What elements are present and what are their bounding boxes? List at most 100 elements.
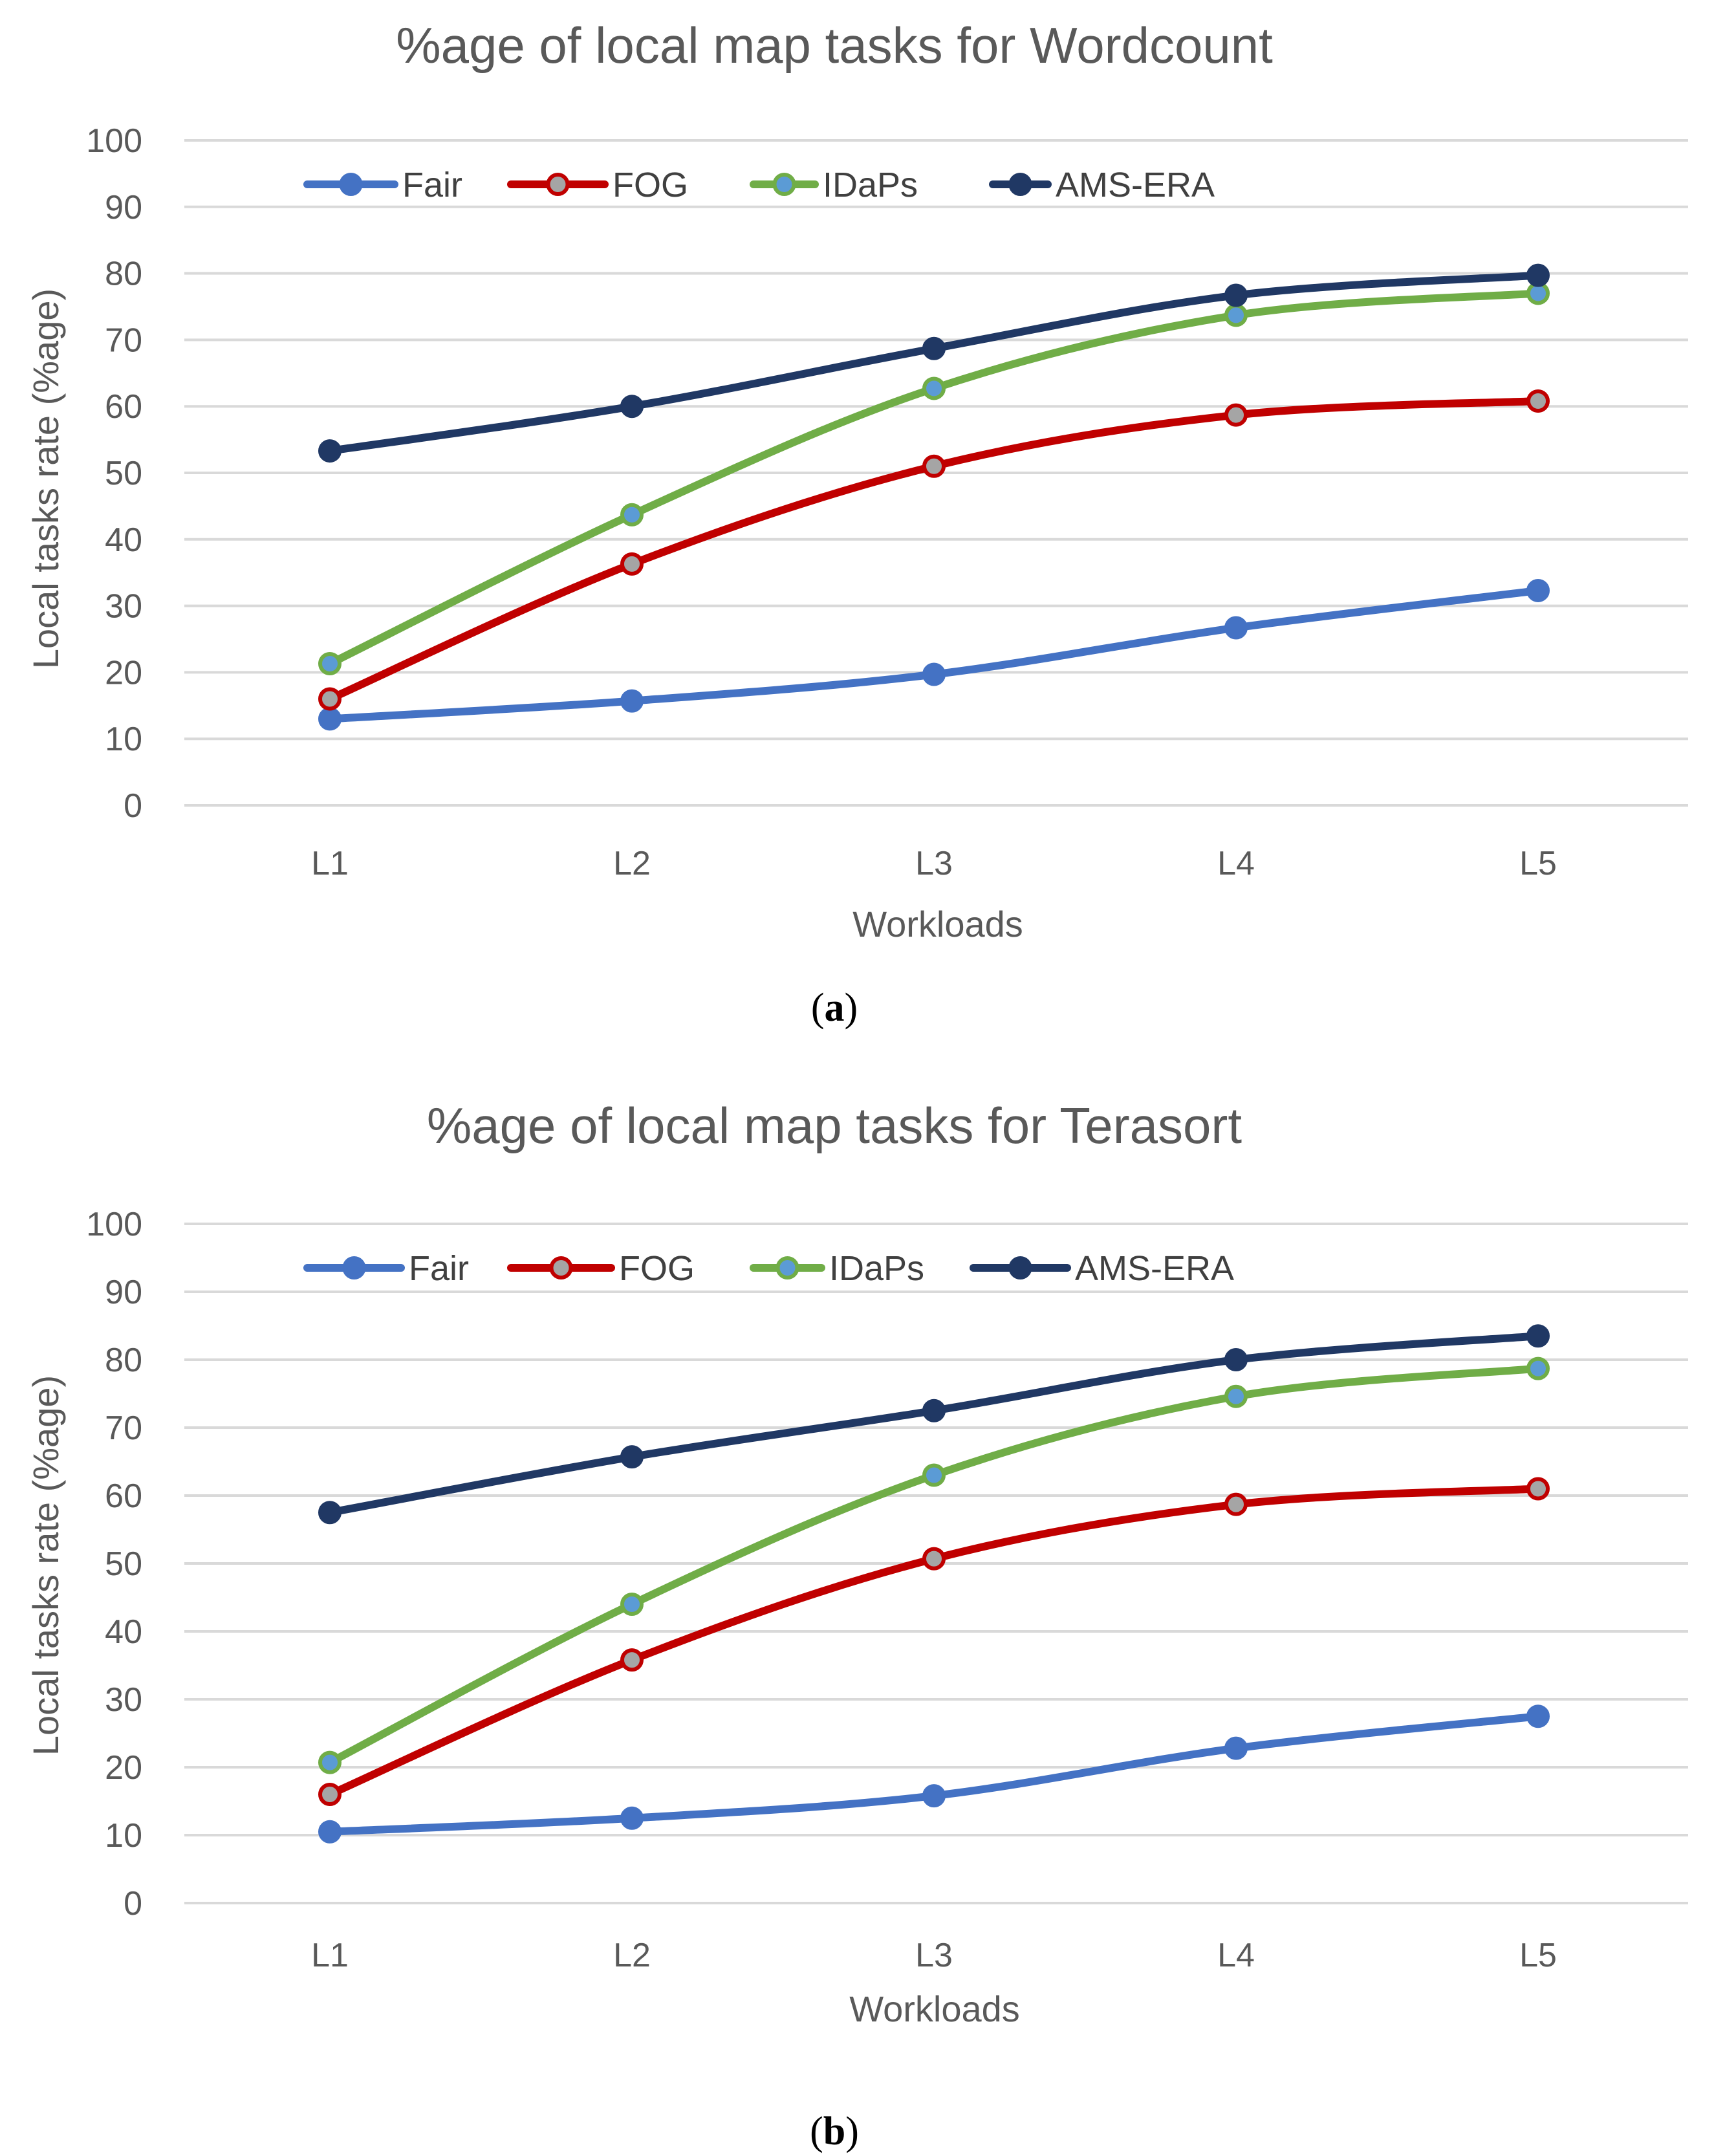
- chart-title: %age of local map tasks for Wordcount: [396, 17, 1273, 74]
- y-tick-label: 90: [105, 189, 142, 226]
- x-tick-label: L1: [311, 1937, 349, 1974]
- legend-marker-fair: [339, 173, 363, 196]
- legend-marker-idaps: [776, 1256, 799, 1279]
- y-tick-label: 10: [105, 1817, 142, 1855]
- data-point-fair: [922, 662, 946, 686]
- x-axis-label: Workloads: [849, 1988, 1020, 2029]
- data-point-fair: [1224, 1736, 1248, 1760]
- y-tick-label: 70: [105, 1410, 142, 1447]
- y-tick-label: 0: [124, 1885, 142, 1922]
- y-tick-label: 90: [105, 1274, 142, 1311]
- series-group: [318, 1324, 1550, 1844]
- data-point-fog: [1526, 389, 1550, 413]
- y-tick-label: 40: [105, 521, 142, 559]
- y-tick-label: 50: [105, 1545, 142, 1583]
- x-tick-label: L3: [915, 845, 953, 882]
- y-tick-label: 60: [105, 388, 142, 426]
- data-point-idaps: [318, 1750, 342, 1774]
- legend-label-ams-era: AMS-ERA: [1075, 1249, 1234, 1288]
- caption: (a): [811, 986, 858, 1030]
- data-point-fog: [1224, 403, 1248, 427]
- data-point-fog: [318, 1783, 342, 1806]
- legend-marker-idaps: [772, 173, 796, 196]
- data-point-fog: [318, 687, 342, 711]
- legend-marker-fog: [549, 1256, 573, 1279]
- data-point-fair: [318, 707, 342, 731]
- legend-marker-ams-era: [1008, 1256, 1032, 1279]
- y-tick-labels: 0 10 20 30 40 50 60 70 80 90 100: [86, 1206, 142, 1922]
- data-point-fair: [620, 689, 644, 713]
- x-tick-labels: L1 L2 L3 L4 L5: [311, 845, 1557, 882]
- y-tick-label: 70: [105, 321, 142, 359]
- y-tick-label: 10: [105, 721, 142, 758]
- data-point-ams-era: [318, 1501, 342, 1525]
- y-tick-label: 80: [105, 1342, 142, 1379]
- y-tick-label: 100: [86, 1206, 142, 1243]
- y-axis-label: Local tasks rate (%age): [25, 289, 66, 669]
- x-axis-label: Workloads: [852, 904, 1023, 944]
- x-tick-label: L5: [1519, 845, 1557, 882]
- data-point-fog: [1526, 1477, 1550, 1501]
- y-axis-label: Local tasks rate (%age): [25, 1375, 66, 1756]
- chart-terasort: %age of local map tasks for Terasort 0 10…: [25, 1097, 1688, 2153]
- data-point-ams-era: [922, 336, 946, 360]
- data-point-idaps: [1526, 1356, 1550, 1380]
- legend-marker-fog: [546, 173, 570, 196]
- x-tick-label: L4: [1217, 1937, 1255, 1974]
- data-point-fair: [922, 1784, 946, 1808]
- legend-label-idaps: IDaPs: [829, 1249, 924, 1288]
- data-point-idaps: [922, 376, 946, 400]
- x-tick-label: L2: [613, 845, 651, 882]
- x-tick-labels: L1 L2 L3 L4 L5: [311, 1937, 1557, 1974]
- data-point-fair: [620, 1806, 644, 1830]
- data-point-fair: [1526, 578, 1550, 602]
- data-point-idaps: [620, 1593, 644, 1616]
- x-tick-label: L4: [1217, 845, 1255, 882]
- legend-label-ams-era: AMS-ERA: [1056, 166, 1215, 204]
- data-point-idaps: [620, 503, 644, 527]
- legend: Fair FOG IDaPs AMS-ERA: [303, 1249, 1234, 1288]
- y-tick-label: 0: [124, 787, 142, 825]
- chart-title: %age of local map tasks for Terasort: [427, 1097, 1242, 1154]
- data-point-ams-era: [1526, 1324, 1550, 1348]
- x-tick-label: L3: [915, 1937, 953, 1974]
- data-point-fog: [922, 1547, 946, 1571]
- data-point-ams-era: [922, 1399, 946, 1422]
- y-tick-label: 40: [105, 1613, 142, 1651]
- data-point-fog: [620, 552, 644, 576]
- y-tick-label: 20: [105, 654, 142, 691]
- data-point-ams-era: [1526, 263, 1550, 287]
- caption: (b): [810, 2109, 859, 2153]
- x-tick-label: L5: [1519, 1937, 1557, 1974]
- legend: Fair FOG IDaPs AMS-ERA: [303, 166, 1215, 204]
- data-point-fair: [1224, 616, 1248, 640]
- data-point-idaps: [922, 1463, 946, 1487]
- y-tick-label: 30: [105, 1681, 142, 1719]
- y-tick-label: 20: [105, 1749, 142, 1787]
- data-point-idaps: [318, 652, 342, 676]
- data-point-fair: [318, 1820, 342, 1844]
- y-tick-label: 80: [105, 256, 142, 293]
- legend-marker-fair: [342, 1256, 366, 1279]
- y-tick-label: 50: [105, 455, 142, 492]
- legend-label-fog: FOG: [613, 166, 688, 204]
- chart-wordcount: %age of local map tasks for Wordcount 0 1…: [25, 17, 1688, 1030]
- data-point-ams-era: [620, 1445, 644, 1469]
- legend-label-fair: Fair: [402, 166, 462, 204]
- series-line-fog: [326, 397, 1542, 703]
- y-tick-label: 100: [86, 122, 142, 160]
- series-group: [318, 263, 1550, 731]
- legend-marker-ams-era: [1008, 173, 1032, 196]
- y-tick-labels: 0 10 20 30 40 50 60 70 80 90 100: [86, 122, 142, 825]
- y-tick-label: 30: [105, 588, 142, 626]
- series-line-fair: [326, 586, 1542, 723]
- series-line-fog: [326, 1485, 1542, 1798]
- y-tick-label: 60: [105, 1477, 142, 1515]
- data-point-idaps: [1224, 303, 1248, 327]
- data-point-fog: [922, 454, 946, 478]
- caption-letter: a: [825, 986, 845, 1030]
- x-tick-label: L1: [311, 845, 349, 882]
- series-line-fair: [326, 1712, 1542, 1836]
- data-point-fair: [1526, 1704, 1550, 1728]
- legend-label-idaps: IDaPs: [823, 166, 918, 204]
